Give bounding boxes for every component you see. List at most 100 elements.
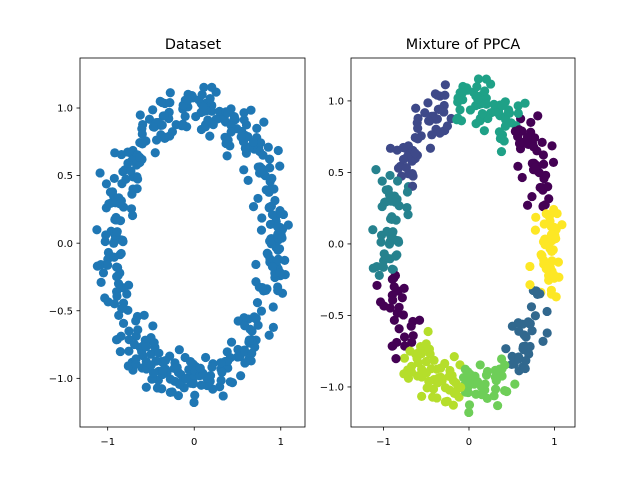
scatter-point	[188, 378, 199, 389]
scatter-point	[460, 364, 470, 374]
scatter-point	[387, 264, 397, 274]
scatter-point	[256, 225, 267, 235]
scatter-point	[481, 370, 492, 380]
scatter-point	[387, 274, 397, 284]
scatter-point	[522, 200, 533, 210]
scatter-point	[377, 176, 387, 186]
scatter-point	[526, 117, 536, 128]
scatter-point	[428, 392, 438, 402]
scatter-point	[190, 390, 200, 400]
scatter-point	[403, 210, 413, 220]
scatter-point	[538, 237, 549, 247]
scatter-point	[406, 321, 416, 331]
scatter-point	[464, 400, 475, 410]
scatter-point	[216, 358, 226, 368]
scatter-point	[216, 375, 226, 385]
scatter-point	[148, 105, 158, 115]
scatter-point	[127, 189, 137, 199]
scatter-point	[92, 225, 102, 235]
scatter-point	[283, 220, 293, 230]
scatter-point	[368, 225, 378, 235]
scatter-point	[233, 316, 243, 326]
scatter-point	[198, 101, 208, 112]
scatter-point	[165, 88, 175, 98]
y-tick-label: −1.0	[49, 374, 73, 385]
scatter-point	[115, 346, 125, 357]
scatter-point	[455, 105, 465, 115]
scatter-point	[267, 262, 278, 272]
y-tick-label: 0.5	[57, 171, 73, 182]
scatter-point	[157, 97, 167, 108]
scatter-point	[124, 280, 134, 290]
scatter-point	[388, 295, 398, 305]
scatter-point	[531, 212, 541, 222]
y-tick-label: 0.5	[328, 168, 344, 179]
scatter-point	[521, 355, 531, 366]
scatter-point	[376, 237, 386, 247]
scatter-point	[109, 238, 119, 248]
scatter-point	[111, 335, 122, 345]
scatter-point	[385, 303, 395, 313]
scatter-point	[547, 141, 557, 151]
scatter-point	[117, 303, 127, 314]
scatter-point	[490, 365, 500, 375]
scatter-point	[189, 397, 199, 408]
ppca-title: Mixture of PPCA	[406, 37, 521, 53]
scatter-point	[413, 123, 423, 133]
y-tick-label: −0.5	[320, 311, 344, 322]
scatter-point	[137, 139, 148, 149]
scatter-point	[267, 210, 278, 220]
scatter-point	[275, 208, 285, 218]
scatter-point	[392, 176, 403, 186]
scatter-point	[387, 214, 397, 224]
y-tick-label: 0.0	[328, 240, 344, 251]
scatter-point	[436, 127, 446, 137]
scatter-point	[249, 312, 259, 322]
scatter-point	[500, 386, 510, 396]
scatter-point	[246, 105, 256, 115]
scatter-point	[429, 355, 439, 365]
scatter-point	[385, 170, 395, 181]
scatter-point	[399, 353, 410, 363]
scatter-point	[103, 260, 113, 270]
scatter-point	[113, 279, 124, 289]
scatter-point	[453, 113, 463, 123]
scatter-point	[240, 347, 250, 357]
scatter-point	[530, 311, 541, 321]
scatter-point	[265, 236, 275, 246]
scatter-point	[135, 152, 145, 162]
scatter-point	[239, 165, 249, 175]
scatter-point	[424, 116, 434, 126]
scatter-point	[123, 158, 133, 168]
scatter-point	[421, 368, 432, 378]
y-tick-label: 1.0	[57, 104, 73, 115]
scatter-point	[133, 174, 143, 184]
scatter-point	[495, 133, 505, 144]
scatter-point	[185, 357, 196, 367]
scatter-point	[236, 132, 246, 142]
scatter-point	[180, 111, 190, 122]
scatter-point	[463, 387, 473, 398]
scatter-point	[263, 249, 273, 259]
scatter-point	[493, 400, 503, 411]
scatter-point	[191, 111, 201, 122]
scatter-point	[96, 277, 106, 287]
scatter-point	[148, 368, 159, 378]
scatter-point	[391, 354, 401, 364]
scatter-point	[425, 143, 436, 153]
scatter-point	[167, 127, 178, 137]
dataset-panel: Dataset −1 0 1 −1.0 −0.5 0.0 0.5 1.0	[49, 37, 306, 448]
scatter-point	[251, 259, 261, 270]
scatter-point	[178, 119, 188, 129]
scatter-point	[520, 363, 530, 374]
scatter-point	[531, 286, 541, 296]
scatter-point	[514, 354, 524, 364]
scatter-point	[399, 332, 410, 342]
scatter-point	[481, 74, 491, 84]
scatter-point	[159, 111, 169, 121]
scatter-point	[141, 342, 151, 352]
scatter-point	[115, 199, 125, 209]
scatter-point	[380, 197, 390, 207]
scatter-point	[491, 376, 501, 386]
